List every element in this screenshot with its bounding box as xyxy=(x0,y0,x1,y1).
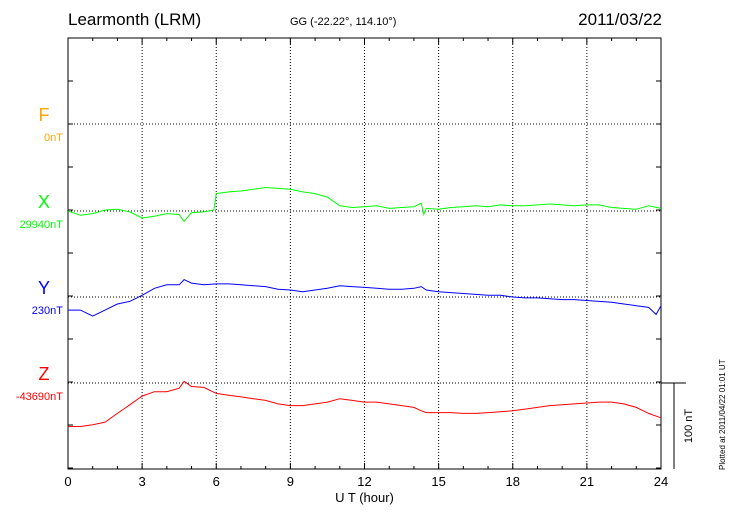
x-tick-label: 18 xyxy=(506,474,520,489)
x-tick-label: 15 xyxy=(431,474,445,489)
station-title: Learmonth (LRM) xyxy=(68,10,202,29)
series-baseline-f: 0nT xyxy=(44,132,63,144)
x-axis-label: U T (hour) xyxy=(335,490,394,505)
series-line-y xyxy=(68,278,662,317)
scale-bar-label: 100 nT xyxy=(683,409,695,444)
series-line-x xyxy=(67,186,662,223)
plot-date: 2011/03/22 xyxy=(578,10,662,29)
series-name-f: F xyxy=(39,105,50,125)
x-tick-label: 12 xyxy=(357,474,371,489)
series-baseline-y: 230nT xyxy=(32,305,63,317)
series-baseline-z: -43690nT xyxy=(16,391,63,403)
x-tick-label: 0 xyxy=(64,474,71,489)
series-line-z xyxy=(68,380,662,427)
series-name-z: Z xyxy=(39,364,50,384)
x-tick-label: 21 xyxy=(580,474,594,489)
station-coordinates: GG (-22.22°, 114.10°) xyxy=(290,16,397,28)
x-tick-label: 24 xyxy=(654,474,668,489)
x-tick-label: 3 xyxy=(139,474,146,489)
series-name-y: Y xyxy=(38,278,50,298)
series-name-x: X xyxy=(38,192,50,212)
x-tick-label: 6 xyxy=(213,474,220,489)
x-tick-label: 9 xyxy=(287,474,294,489)
series-baseline-x: 29940nT xyxy=(20,219,64,231)
